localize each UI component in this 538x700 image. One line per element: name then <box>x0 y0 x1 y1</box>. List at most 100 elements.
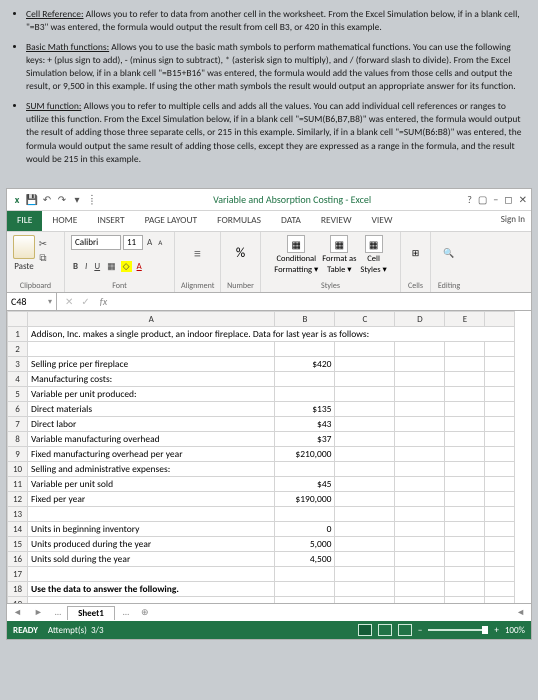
cell[interactable] <box>335 522 395 537</box>
normal-view-icon[interactable] <box>358 624 372 636</box>
page-layout-view-icon[interactable] <box>378 624 392 636</box>
cell[interactable] <box>275 387 335 402</box>
cell[interactable] <box>445 372 485 387</box>
cell-styles-button[interactable]: ▦ Cell Styles ▾ <box>360 235 386 275</box>
cell[interactable] <box>335 372 395 387</box>
save-icon[interactable]: 💾 <box>26 194 38 206</box>
zoom-out-icon[interactable]: − <box>418 625 422 636</box>
col-header[interactable]: E <box>445 312 485 327</box>
cell[interactable] <box>445 402 485 417</box>
cell[interactable]: Variable per unit sold <box>28 477 275 492</box>
tab-file[interactable]: FILE <box>7 211 42 231</box>
row-header[interactable]: 12 <box>8 492 28 507</box>
sheet-nav-next-icon[interactable]: ► <box>28 607 49 618</box>
qat-customize-icon[interactable]: ▾ <box>71 194 83 206</box>
cell[interactable]: Units sold during the year <box>28 552 275 567</box>
cell[interactable] <box>395 372 445 387</box>
cell[interactable] <box>485 357 515 372</box>
cell[interactable] <box>395 492 445 507</box>
zoom-level[interactable]: 100% <box>505 625 525 636</box>
cell[interactable] <box>395 462 445 477</box>
cell[interactable]: $45 <box>275 477 335 492</box>
cell[interactable] <box>445 567 485 582</box>
cell[interactable] <box>485 372 515 387</box>
page-break-view-icon[interactable] <box>398 624 412 636</box>
sheet-nav-prev-icon[interactable]: ◄ <box>7 607 28 618</box>
cell[interactable]: Direct materials <box>28 402 275 417</box>
fill-color-icon[interactable]: ◇ <box>121 261 132 272</box>
cell[interactable] <box>445 432 485 447</box>
cell[interactable] <box>335 567 395 582</box>
cell[interactable] <box>445 342 485 357</box>
new-sheet-icon[interactable]: ⊕ <box>135 607 155 618</box>
col-header[interactable] <box>485 312 515 327</box>
row-header[interactable]: 2 <box>8 342 28 357</box>
cell[interactable] <box>485 582 515 597</box>
row-header[interactable]: 9 <box>8 447 28 462</box>
cell[interactable] <box>335 507 395 522</box>
cell[interactable]: Selling and administrative expenses: <box>28 462 275 477</box>
row-header[interactable]: 5 <box>8 387 28 402</box>
cell[interactable]: 4,500 <box>275 552 335 567</box>
restore-icon[interactable]: ◻ <box>504 193 512 206</box>
ribbon-display-options-icon[interactable]: ▢ <box>478 193 487 206</box>
help-icon[interactable]: ? <box>467 193 472 206</box>
col-header[interactable]: A <box>28 312 275 327</box>
cell[interactable] <box>275 567 335 582</box>
tab-home[interactable]: HOME <box>42 211 87 231</box>
cell[interactable] <box>485 462 515 477</box>
zoom-slider[interactable] <box>428 629 488 631</box>
insert-cells-icon[interactable]: ⊞ <box>412 248 420 259</box>
cell[interactable]: $43 <box>275 417 335 432</box>
cell[interactable] <box>275 462 335 477</box>
shrink-font-icon[interactable]: A <box>156 238 164 247</box>
find-select-icon[interactable]: 🔍 <box>443 248 454 259</box>
cell[interactable] <box>445 492 485 507</box>
italic-button[interactable]: I <box>83 261 89 272</box>
cell[interactable] <box>445 417 485 432</box>
cell[interactable]: $135 <box>275 402 335 417</box>
select-all-corner[interactable] <box>8 312 28 327</box>
cell[interactable] <box>445 477 485 492</box>
cell[interactable] <box>445 447 485 462</box>
row-header[interactable]: 6 <box>8 402 28 417</box>
cell[interactable] <box>485 522 515 537</box>
cell[interactable]: 0 <box>275 522 335 537</box>
cell[interactable] <box>335 477 395 492</box>
cell[interactable] <box>445 387 485 402</box>
cell[interactable] <box>395 342 445 357</box>
underline-button[interactable]: U <box>92 261 102 272</box>
undo-icon[interactable]: ↶ <box>41 194 53 206</box>
sheet-nav-more-icon[interactable]: … <box>49 607 67 618</box>
cell[interactable] <box>335 552 395 567</box>
cell[interactable] <box>275 372 335 387</box>
cell[interactable]: Variable per unit produced: <box>28 387 275 402</box>
row-header[interactable]: 3 <box>8 357 28 372</box>
cell[interactable] <box>445 582 485 597</box>
hscroll-left-icon[interactable]: ◄ <box>510 607 531 618</box>
tab-view[interactable]: VIEW <box>362 211 403 231</box>
cell[interactable] <box>28 567 275 582</box>
cell[interactable]: Units in beginning inventory <box>28 522 275 537</box>
cell[interactable] <box>275 342 335 357</box>
cell[interactable] <box>395 387 445 402</box>
cell[interactable] <box>445 552 485 567</box>
col-header[interactable]: D <box>395 312 445 327</box>
cell[interactable] <box>395 477 445 492</box>
cell[interactable] <box>485 432 515 447</box>
cell[interactable] <box>485 417 515 432</box>
cell[interactable] <box>395 507 445 522</box>
col-header[interactable]: B <box>275 312 335 327</box>
row-header[interactable]: 8 <box>8 432 28 447</box>
cut-icon[interactable]: ✂ <box>37 237 49 249</box>
row-header[interactable]: 11 <box>8 477 28 492</box>
redo-icon[interactable]: ↷ <box>56 194 68 206</box>
borders-icon[interactable]: ▦ <box>105 261 118 272</box>
cell[interactable] <box>395 402 445 417</box>
cell[interactable] <box>395 357 445 372</box>
cell[interactable] <box>395 417 445 432</box>
row-header[interactable]: 13 <box>8 507 28 522</box>
cell[interactable] <box>485 402 515 417</box>
cell[interactable]: 5,000 <box>275 537 335 552</box>
cell[interactable] <box>395 582 445 597</box>
